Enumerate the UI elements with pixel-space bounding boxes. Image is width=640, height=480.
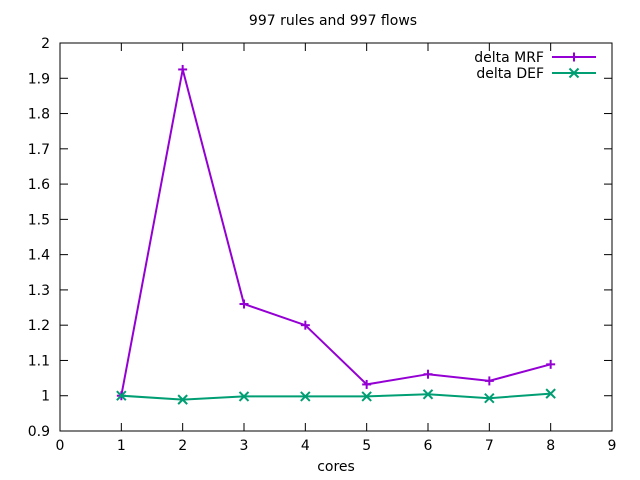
y-tick-label: 1.3: [28, 283, 50, 299]
y-tick-label: 1.1: [28, 353, 50, 369]
x-tick-label: 1: [117, 438, 126, 454]
x-tick-label: 9: [608, 438, 617, 454]
y-tick-label: 1.7: [28, 142, 50, 158]
x-tick-label: 2: [178, 438, 187, 454]
legend-delta-mrf-label: delta MRF: [474, 50, 544, 66]
y-tick-label: 1.5: [28, 212, 50, 228]
series-delta-def-point: [545, 388, 556, 399]
x-tick-label: 7: [485, 438, 494, 454]
series-delta-def-point: [177, 394, 188, 405]
x-tick-label: 3: [240, 438, 249, 454]
x-tick-label: 0: [56, 438, 65, 454]
x-tick-label: 4: [301, 438, 310, 454]
legend-delta-def-marker: [568, 67, 580, 79]
plot-frame: [59, 42, 613, 432]
y-tick-label: 1.6: [28, 177, 50, 193]
y-tick-label: 1.4: [28, 248, 50, 264]
x-tick-label: 8: [546, 438, 555, 454]
series-delta-def-point: [238, 391, 250, 402]
series-delta-def-point: [300, 391, 311, 402]
series-delta-def-point: [361, 391, 372, 402]
series-delta-def-line: [121, 392, 551, 401]
chart-title: 997 rules and 997 flows: [249, 13, 417, 29]
x-axis-label: cores: [317, 459, 355, 475]
y-tick-label: 1: [41, 389, 50, 405]
y-tick-label: 1.8: [28, 107, 50, 123]
series-delta-def-point: [484, 392, 495, 404]
y-tick-label: 2: [41, 36, 50, 52]
x-tick-label: 5: [362, 438, 371, 454]
axis-ticks: 0.9 1 1.1 1.2 1.3 1.4 1.5 1.6 1.7 1.8 1.9 2 0 1 2 3 4 5 6 7…: [28, 36, 617, 454]
series-delta-def-point: [422, 389, 434, 400]
series-delta-mrf-line: [120, 69, 551, 396]
series-group: [116, 64, 556, 405]
y-tick-label: 1.2: [28, 318, 50, 334]
y-tick-label: 0.9: [28, 424, 50, 440]
legend-delta-def-label: delta DEF: [476, 66, 544, 82]
x-tick-label: 6: [424, 438, 433, 454]
y-tick-label: 1.9: [28, 71, 50, 87]
series-delta-def-point: [116, 390, 127, 401]
